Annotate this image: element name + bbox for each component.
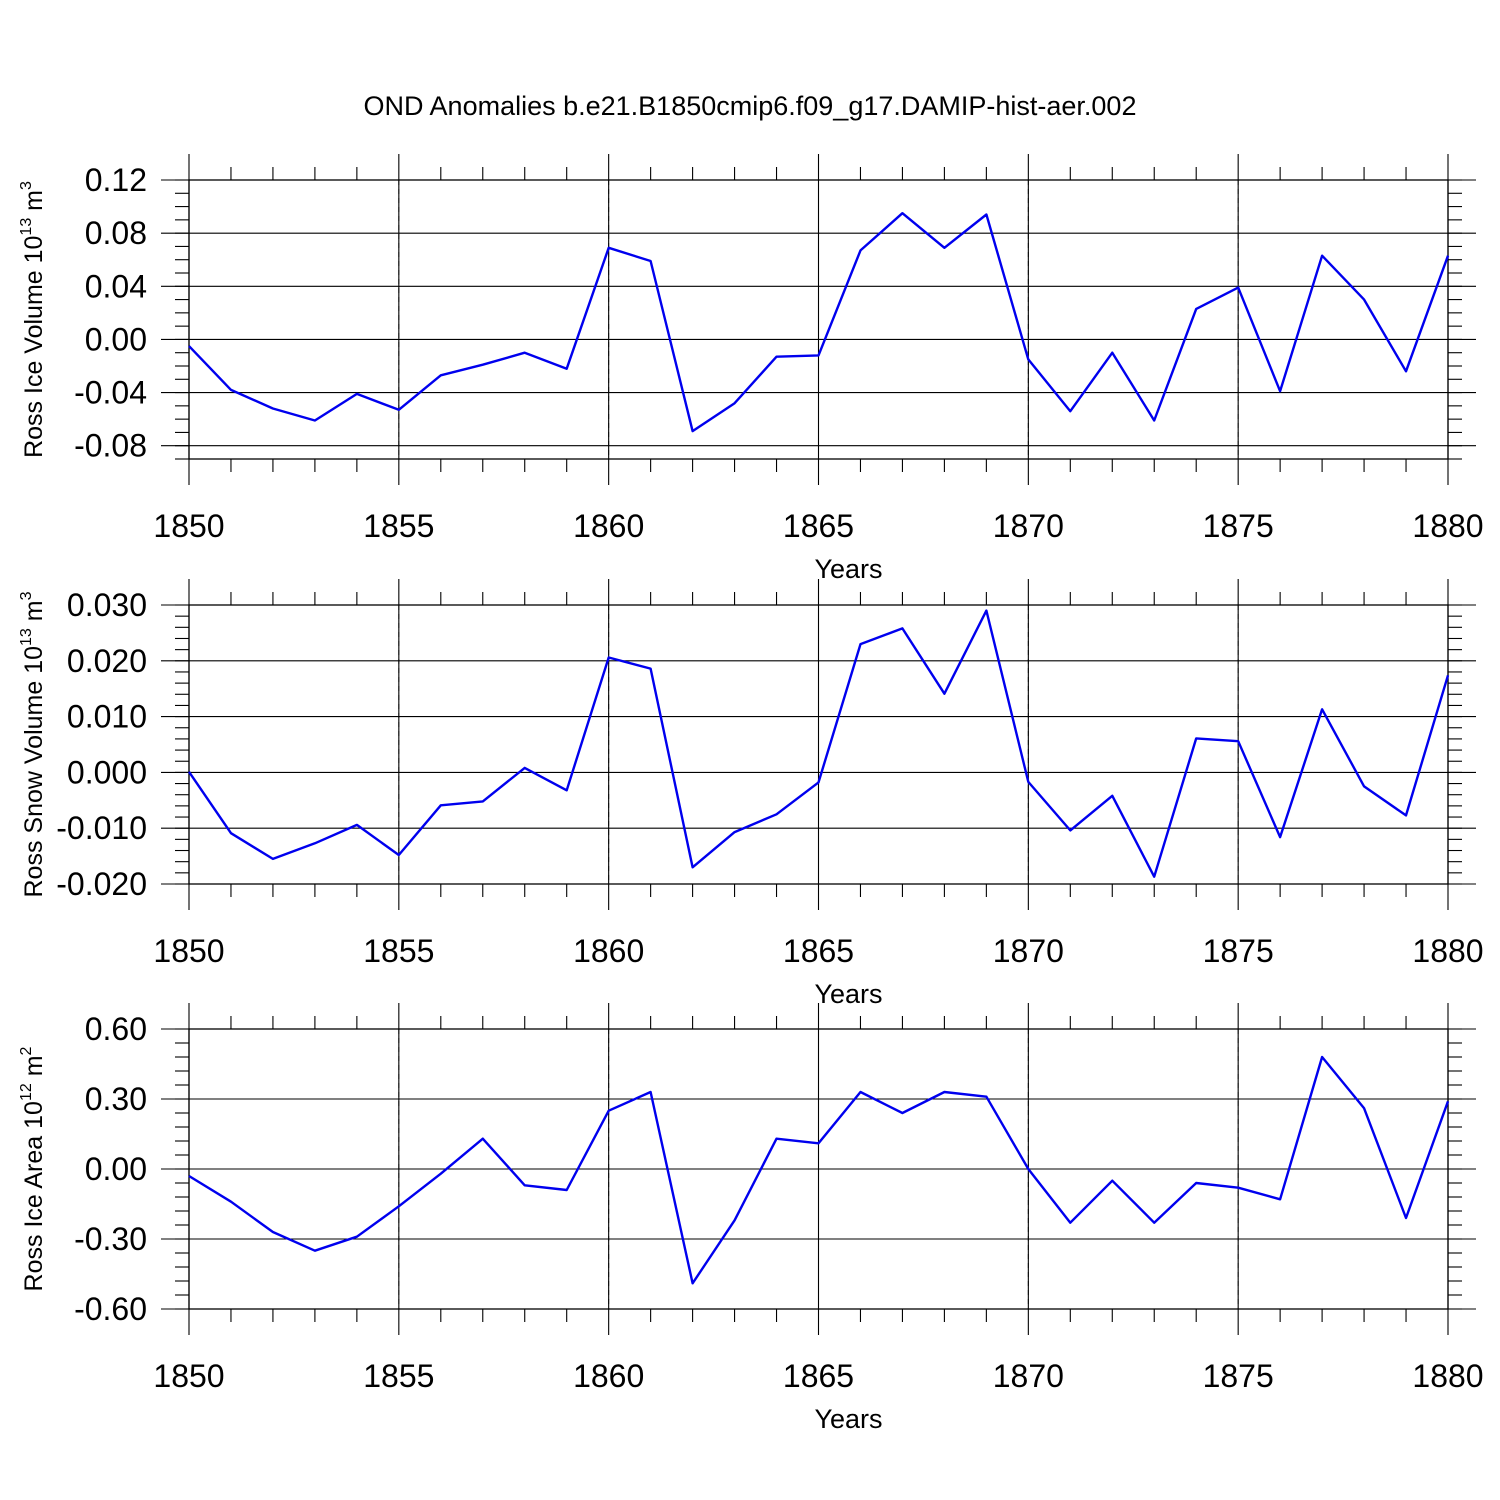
y-tick-label: 0.04	[85, 268, 147, 304]
y-tick-label: 0.30	[85, 1081, 147, 1117]
x-tick-label: 1875	[1203, 1358, 1274, 1394]
x-tick-label: 1880	[1412, 933, 1483, 969]
y-axis-label-unit: m	[20, 190, 48, 218]
x-axis-label: Years	[814, 979, 882, 1009]
y-axis-label-unit: m	[20, 1055, 48, 1083]
y-tick-label: -0.30	[74, 1221, 147, 1257]
x-tick-label: 1870	[993, 933, 1064, 969]
y-tick-label: -0.010	[56, 810, 147, 846]
y-tick-label: 0.010	[67, 699, 147, 735]
x-tick-label: 1855	[363, 933, 434, 969]
y-axis-label-exponent: 12	[18, 1083, 35, 1101]
panel-2: -0.020 -0.010 0.000 0.010 0.020 0.030 1850 1855…	[18, 579, 1484, 1009]
x-tick-label: 1880	[1412, 1358, 1483, 1394]
y-axis-label-unit-exponent: 3	[18, 591, 35, 600]
y-tick-label: -0.08	[74, 428, 147, 464]
y-tick-label: 0.12	[85, 162, 147, 198]
y-axis-label-text: Ross Snow Volume 10	[20, 646, 48, 898]
y-tick-label: -0.04	[74, 375, 147, 411]
x-tick-label: 1865	[783, 508, 854, 544]
y-axis-label-text: Ross Ice Area 10	[20, 1101, 48, 1291]
x-tick-label: 1855	[363, 1358, 434, 1394]
y-axis-label: Ross Snow Volume 1013 m3	[18, 591, 48, 897]
x-tick-label: 1850	[153, 933, 224, 969]
x-tick-label: 1860	[573, 508, 644, 544]
x-tick-label: 1855	[363, 508, 434, 544]
y-tick-label: 0.08	[85, 215, 147, 251]
y-tick-label: 0.60	[85, 1011, 147, 1047]
y-tick-label: -0.020	[56, 866, 147, 902]
x-tick-label: 1880	[1412, 508, 1483, 544]
y-axis-label: Ross Ice Volume 1013 m3	[18, 181, 48, 458]
plot-frame	[188, 179, 1449, 460]
x-tick-label: 1865	[783, 1358, 854, 1394]
y-axis-label-text: Ross Ice Volume 10	[20, 236, 48, 458]
series-line	[188, 211, 1450, 433]
series-line	[188, 609, 1450, 878]
x-tick-label: 1865	[783, 933, 854, 969]
y-tick-label: -0.60	[74, 1291, 147, 1327]
x-axis-label: Years	[814, 1404, 882, 1434]
y-tick-label: 0.000	[67, 754, 147, 790]
x-tick-label: 1850	[153, 1358, 224, 1394]
panel-1: -0.08 -0.04 0.00 0.04 0.08 0.12 1850 1855 1860 18…	[18, 154, 1484, 584]
x-tick-label: 1860	[573, 933, 644, 969]
plot-frame	[188, 604, 1449, 885]
panel-3: -0.60 -0.30 0.00 0.30 0.60 1850 1855 1860 1865 18…	[18, 1003, 1484, 1434]
series-line	[188, 1055, 1450, 1285]
y-axis-label: Ross Ice Area 1012 m2	[18, 1046, 48, 1291]
x-tick-label: 1860	[573, 1358, 644, 1394]
y-axis-label-exponent: 13	[18, 628, 35, 646]
x-tick-label: 1870	[993, 1358, 1064, 1394]
y-tick-label: 0.00	[85, 321, 147, 357]
x-tick-label: 1870	[993, 508, 1064, 544]
figure-title: OND Anomalies b.e21.B1850cmip6.f09_g17.D…	[364, 91, 1137, 121]
y-tick-label: 0.00	[85, 1151, 147, 1187]
x-tick-label: 1875	[1203, 508, 1274, 544]
plot-frame	[188, 1028, 1449, 1310]
x-tick-label: 1850	[153, 508, 224, 544]
y-axis-label-unit-exponent: 2	[18, 1046, 35, 1055]
y-axis-label-exponent: 13	[18, 218, 35, 236]
y-tick-label: 0.030	[67, 587, 147, 623]
y-tick-label: 0.020	[67, 643, 147, 679]
y-axis-label-unit: m	[20, 600, 48, 628]
x-axis-label: Years	[814, 554, 882, 584]
y-axis-label-unit-exponent: 3	[18, 181, 35, 190]
x-tick-label: 1875	[1203, 933, 1274, 969]
